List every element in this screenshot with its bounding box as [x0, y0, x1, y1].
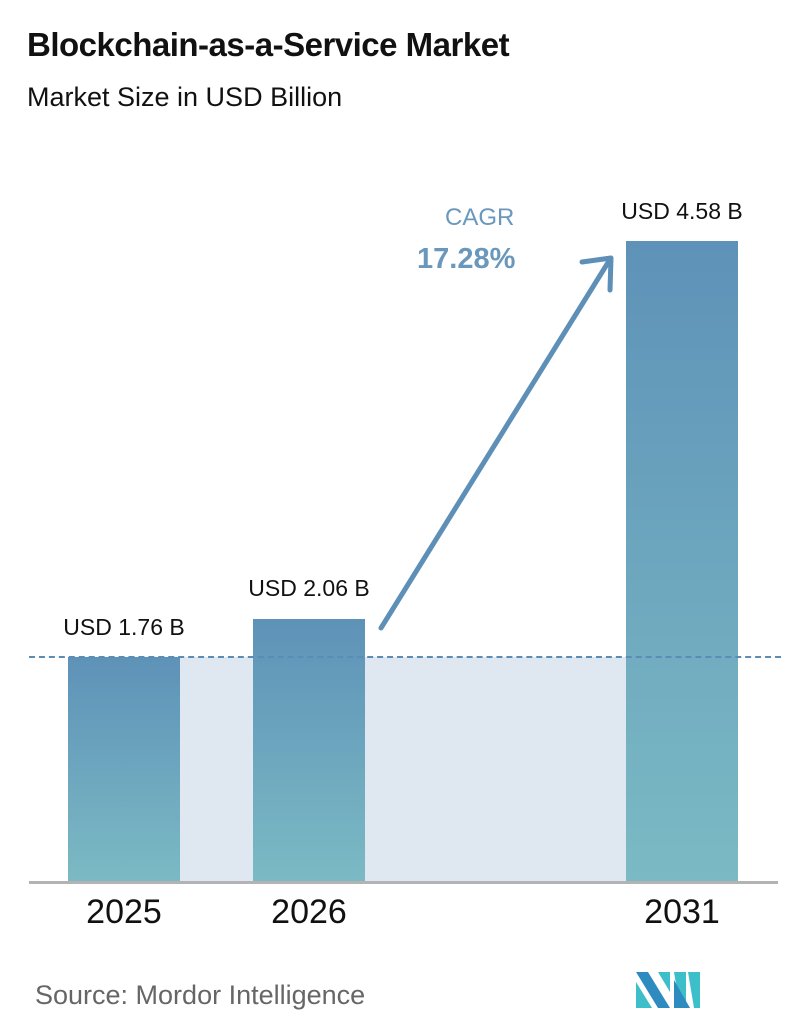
value-label-2031: USD 4.58 B — [621, 198, 743, 224]
x-axis — [29, 881, 778, 884]
source-text: Source: Mordor Intelligence — [35, 980, 366, 1010]
mordor-intelligence-logo-icon — [636, 972, 700, 1008]
x-tick-2031: 2031 — [644, 893, 720, 931]
cagr-value: 17.28% — [417, 243, 516, 275]
reference-dashed-line — [29, 656, 781, 658]
x-tick-2025: 2025 — [86, 893, 162, 931]
bar-2025 — [68, 657, 180, 882]
cagr-label: CAGR — [445, 204, 515, 231]
bar-2026 — [253, 619, 365, 882]
chart-subtitle: Market Size in USD Billion — [27, 82, 343, 112]
value-label-2025: USD 1.76 B — [63, 614, 185, 640]
value-label-2026: USD 2.06 B — [248, 575, 370, 601]
chart-title: Blockchain-as-a-Service Market — [27, 26, 510, 63]
x-tick-2026: 2026 — [271, 893, 347, 931]
bar-2031 — [626, 241, 738, 882]
